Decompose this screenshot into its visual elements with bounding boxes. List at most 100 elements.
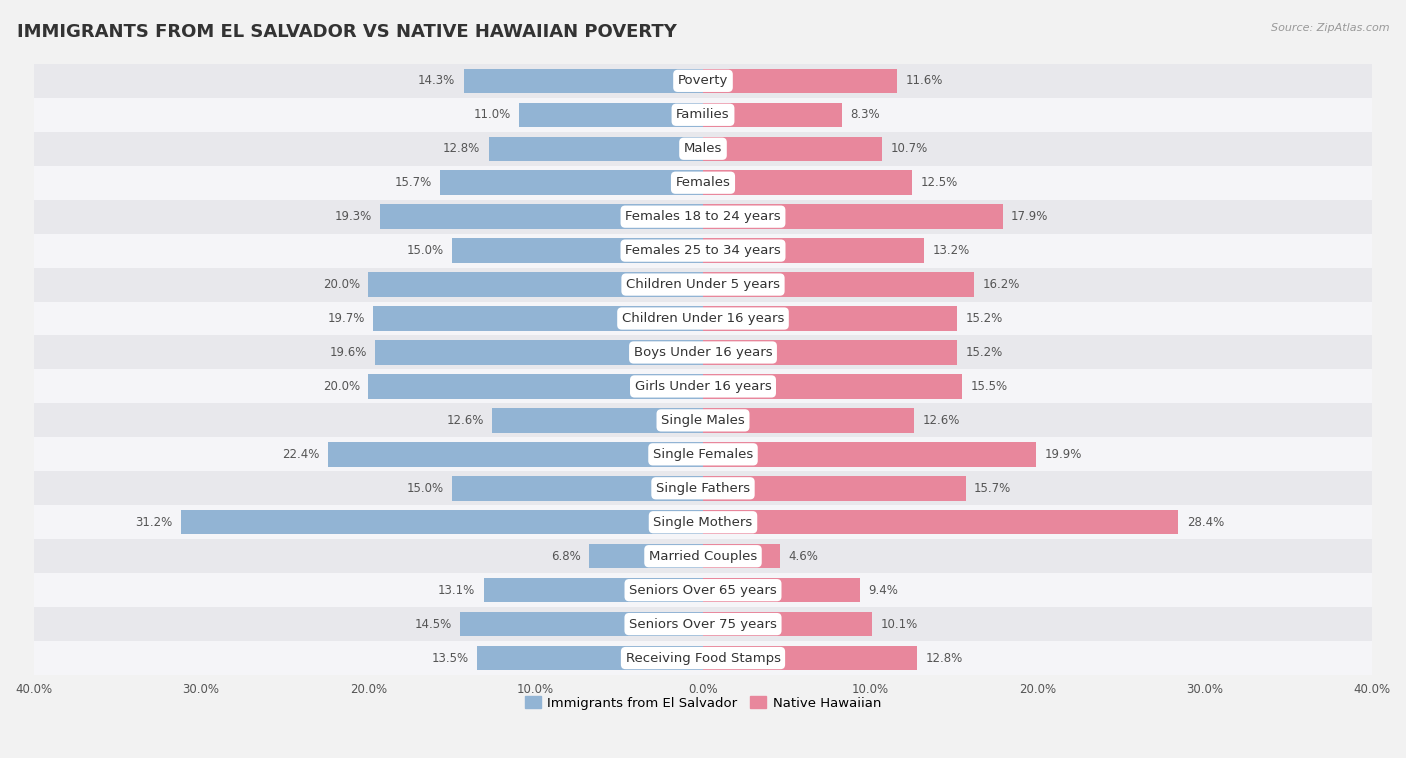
Text: 15.7%: 15.7% bbox=[974, 482, 1011, 495]
Bar bbox=[703, 612, 872, 636]
Bar bbox=[181, 510, 703, 534]
Bar bbox=[34, 403, 1372, 437]
Bar bbox=[703, 544, 780, 568]
Text: 14.3%: 14.3% bbox=[418, 74, 456, 87]
Text: 15.7%: 15.7% bbox=[395, 176, 432, 190]
Bar bbox=[368, 374, 703, 399]
Bar bbox=[440, 171, 703, 195]
Text: 12.6%: 12.6% bbox=[922, 414, 960, 427]
Text: Receiving Food Stamps: Receiving Food Stamps bbox=[626, 652, 780, 665]
Text: 15.2%: 15.2% bbox=[966, 312, 1002, 325]
Bar bbox=[34, 98, 1372, 132]
Text: Single Mothers: Single Mothers bbox=[654, 515, 752, 529]
Bar bbox=[34, 607, 1372, 641]
Bar bbox=[34, 132, 1372, 166]
Bar bbox=[477, 646, 703, 670]
Text: 9.4%: 9.4% bbox=[869, 584, 898, 597]
Text: 12.6%: 12.6% bbox=[446, 414, 484, 427]
Text: 13.5%: 13.5% bbox=[432, 652, 468, 665]
Text: 15.5%: 15.5% bbox=[970, 380, 1008, 393]
Bar bbox=[34, 302, 1372, 336]
Text: 20.0%: 20.0% bbox=[323, 380, 360, 393]
Text: 13.2%: 13.2% bbox=[932, 244, 970, 257]
Text: 19.9%: 19.9% bbox=[1045, 448, 1081, 461]
Text: 16.2%: 16.2% bbox=[983, 278, 1019, 291]
Text: Seniors Over 65 years: Seniors Over 65 years bbox=[628, 584, 778, 597]
Bar bbox=[703, 102, 842, 127]
Text: 15.0%: 15.0% bbox=[406, 482, 443, 495]
Text: Seniors Over 75 years: Seniors Over 75 years bbox=[628, 618, 778, 631]
Text: Single Males: Single Males bbox=[661, 414, 745, 427]
Text: 11.0%: 11.0% bbox=[474, 108, 510, 121]
Bar bbox=[703, 239, 924, 263]
Text: Poverty: Poverty bbox=[678, 74, 728, 87]
Bar bbox=[492, 408, 703, 433]
Bar bbox=[34, 268, 1372, 302]
Text: 8.3%: 8.3% bbox=[851, 108, 880, 121]
Bar bbox=[34, 369, 1372, 403]
Text: Single Fathers: Single Fathers bbox=[657, 482, 749, 495]
Bar bbox=[34, 437, 1372, 471]
Text: 22.4%: 22.4% bbox=[283, 448, 319, 461]
Bar bbox=[703, 171, 912, 195]
Bar bbox=[34, 336, 1372, 369]
Text: 31.2%: 31.2% bbox=[135, 515, 173, 529]
Bar bbox=[703, 408, 914, 433]
Bar bbox=[703, 374, 963, 399]
Text: 6.8%: 6.8% bbox=[551, 550, 581, 562]
Bar bbox=[703, 272, 974, 297]
Bar bbox=[519, 102, 703, 127]
Text: 10.7%: 10.7% bbox=[890, 143, 928, 155]
Bar bbox=[703, 69, 897, 93]
Bar bbox=[489, 136, 703, 161]
Bar bbox=[703, 205, 1002, 229]
Bar bbox=[703, 476, 966, 500]
Text: 12.8%: 12.8% bbox=[925, 652, 963, 665]
Text: 10.1%: 10.1% bbox=[880, 618, 918, 631]
Bar bbox=[34, 641, 1372, 675]
Bar bbox=[34, 199, 1372, 233]
Bar bbox=[451, 476, 703, 500]
Text: 20.0%: 20.0% bbox=[323, 278, 360, 291]
Text: 12.8%: 12.8% bbox=[443, 143, 481, 155]
Bar bbox=[34, 233, 1372, 268]
Bar bbox=[703, 306, 957, 330]
Text: 19.7%: 19.7% bbox=[328, 312, 366, 325]
Bar bbox=[34, 471, 1372, 506]
Bar bbox=[374, 306, 703, 330]
Bar bbox=[368, 272, 703, 297]
Text: Females 18 to 24 years: Females 18 to 24 years bbox=[626, 210, 780, 223]
Text: Single Females: Single Females bbox=[652, 448, 754, 461]
Bar bbox=[34, 539, 1372, 573]
Bar bbox=[34, 166, 1372, 199]
Text: Females: Females bbox=[675, 176, 731, 190]
Bar bbox=[451, 239, 703, 263]
Text: Children Under 16 years: Children Under 16 years bbox=[621, 312, 785, 325]
Text: 28.4%: 28.4% bbox=[1187, 515, 1223, 529]
Bar bbox=[703, 510, 1178, 534]
Text: 19.6%: 19.6% bbox=[329, 346, 367, 359]
Bar bbox=[703, 442, 1036, 467]
Text: 12.5%: 12.5% bbox=[921, 176, 957, 190]
Text: Boys Under 16 years: Boys Under 16 years bbox=[634, 346, 772, 359]
Text: Families: Families bbox=[676, 108, 730, 121]
Bar bbox=[703, 646, 917, 670]
Text: 15.0%: 15.0% bbox=[406, 244, 443, 257]
Bar bbox=[380, 205, 703, 229]
Bar bbox=[328, 442, 703, 467]
Text: 13.1%: 13.1% bbox=[439, 584, 475, 597]
Text: 17.9%: 17.9% bbox=[1011, 210, 1049, 223]
Bar bbox=[34, 573, 1372, 607]
Text: Girls Under 16 years: Girls Under 16 years bbox=[634, 380, 772, 393]
Text: Married Couples: Married Couples bbox=[650, 550, 756, 562]
Bar bbox=[34, 64, 1372, 98]
Text: 14.5%: 14.5% bbox=[415, 618, 451, 631]
Text: Source: ZipAtlas.com: Source: ZipAtlas.com bbox=[1271, 23, 1389, 33]
Bar bbox=[589, 544, 703, 568]
Bar bbox=[484, 578, 703, 603]
Text: 19.3%: 19.3% bbox=[335, 210, 371, 223]
Legend: Immigrants from El Salvador, Native Hawaiian: Immigrants from El Salvador, Native Hawa… bbox=[519, 691, 887, 715]
Bar bbox=[375, 340, 703, 365]
Text: IMMIGRANTS FROM EL SALVADOR VS NATIVE HAWAIIAN POVERTY: IMMIGRANTS FROM EL SALVADOR VS NATIVE HA… bbox=[17, 23, 676, 41]
Bar bbox=[703, 578, 860, 603]
